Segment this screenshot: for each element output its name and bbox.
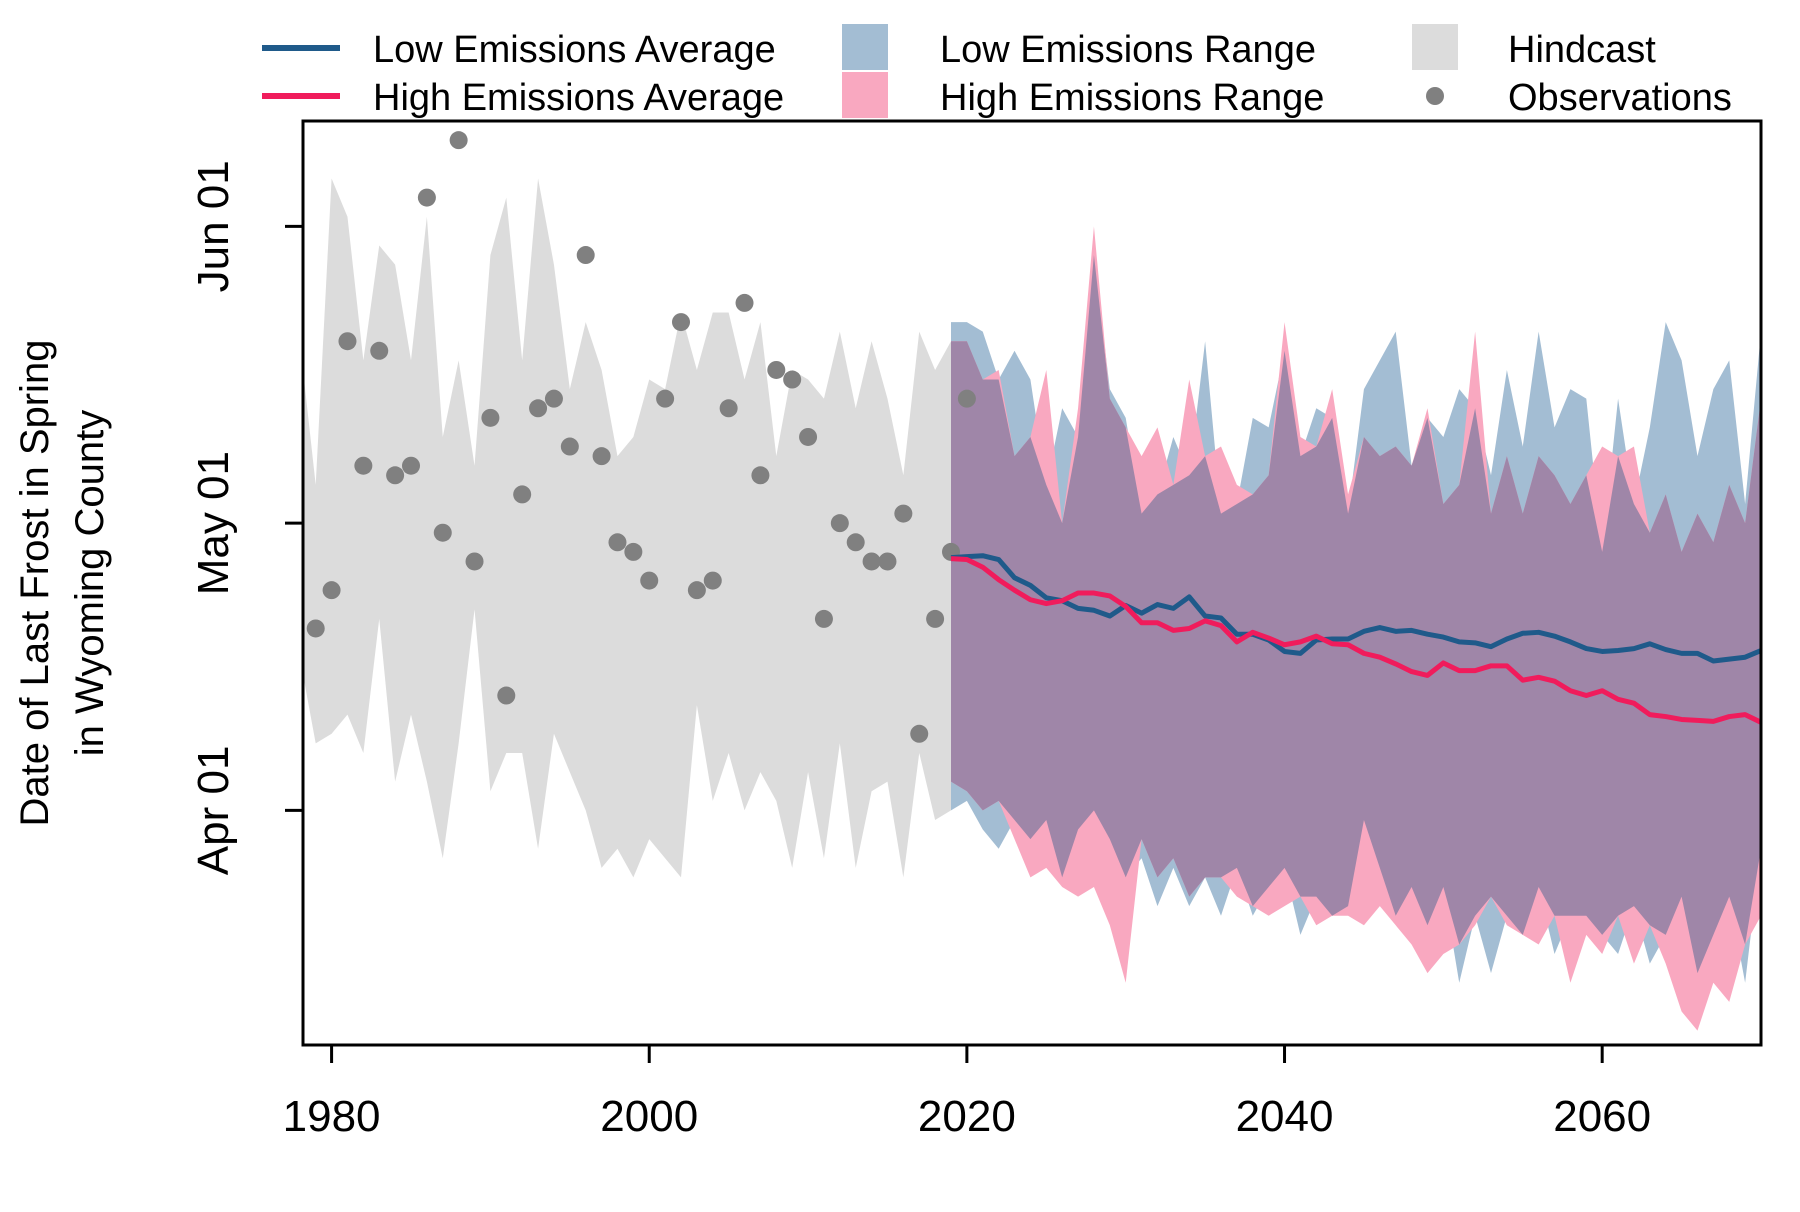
observation-point [608,533,627,552]
legend-swatch-high-range [842,72,888,118]
legend-swatch-hindcast [1412,24,1458,70]
high-emissions-average-line [950,556,1761,725]
observation-point [783,370,802,389]
observation-point [386,466,405,485]
x-tick-label: 2040 [1236,1092,1334,1141]
observation-point [767,360,786,379]
observation-point [862,552,881,571]
legend-label-high-avg: High Emissions Average [373,77,784,119]
observation-point [513,485,532,504]
y-axis-title-line1: Date of Last Frost in Spring [13,340,57,827]
observation-point [640,571,659,590]
hindcast-band [303,178,951,878]
observation-point [481,408,500,427]
observation-point [402,456,420,475]
observation-point [814,609,833,628]
legend-swatch-low-range [842,24,888,70]
observation-point [846,533,865,552]
y-axis-title-line2: in Wyoming County [68,410,112,756]
observation-point [735,293,754,312]
observation-point [370,341,389,360]
observation-point [449,131,468,150]
legend-label-observations: Observations [1508,77,1732,119]
observation-point [306,619,325,638]
x-tick-label: 1980 [283,1092,381,1141]
observation-point [529,399,548,418]
plot-area [303,131,1761,1031]
observation-point [338,332,357,351]
observation-point [957,389,976,408]
observation-point [433,523,452,542]
axes: 1980 2000 2020 2040 2060 Apr 01 May 01 Jun 01 [189,160,1651,1141]
legend: Low Emissions Average Low Emissions Rang… [262,24,1732,119]
legend-swatch-observations [1426,87,1444,105]
plot-frame [301,119,1763,1047]
legend-label-low-range: Low Emissions Range [940,29,1316,71]
observation-point [894,504,913,523]
observation-point [465,552,484,571]
observation-point [703,571,722,590]
y-tick-label: Apr 01 [189,746,238,876]
observation-point [878,552,897,571]
observation-point [560,437,579,456]
observation-point [910,724,929,743]
observation-point [672,313,690,332]
y-tick-label: May 01 [189,451,238,595]
observation-point [751,466,770,485]
observation-point [624,542,643,561]
observation-point [417,188,436,207]
observation-point [592,447,611,466]
observation-point [799,427,818,446]
observation-point [719,399,738,418]
observation-point [322,581,341,600]
range-overlap-band [951,255,1761,974]
observation-point [656,389,675,408]
y-tick-label: Jun 01 [189,160,238,292]
x-tick-label: 2020 [918,1092,1016,1141]
x-tick-label: 2000 [600,1092,698,1141]
observation-point [544,389,563,408]
observation-point [926,609,945,628]
observation-point [497,686,516,705]
observation-point [354,456,373,475]
legend-label-high-range: High Emissions Range [940,77,1324,119]
legend-label-low-avg: Low Emissions Average [373,29,776,71]
observation-point [830,514,849,533]
legend-label-hindcast: Hindcast [1508,29,1656,71]
observation-point [576,246,595,265]
x-tick-label: 2060 [1553,1092,1651,1141]
low-emissions-average-line [950,553,1761,664]
observation-point [687,581,706,600]
